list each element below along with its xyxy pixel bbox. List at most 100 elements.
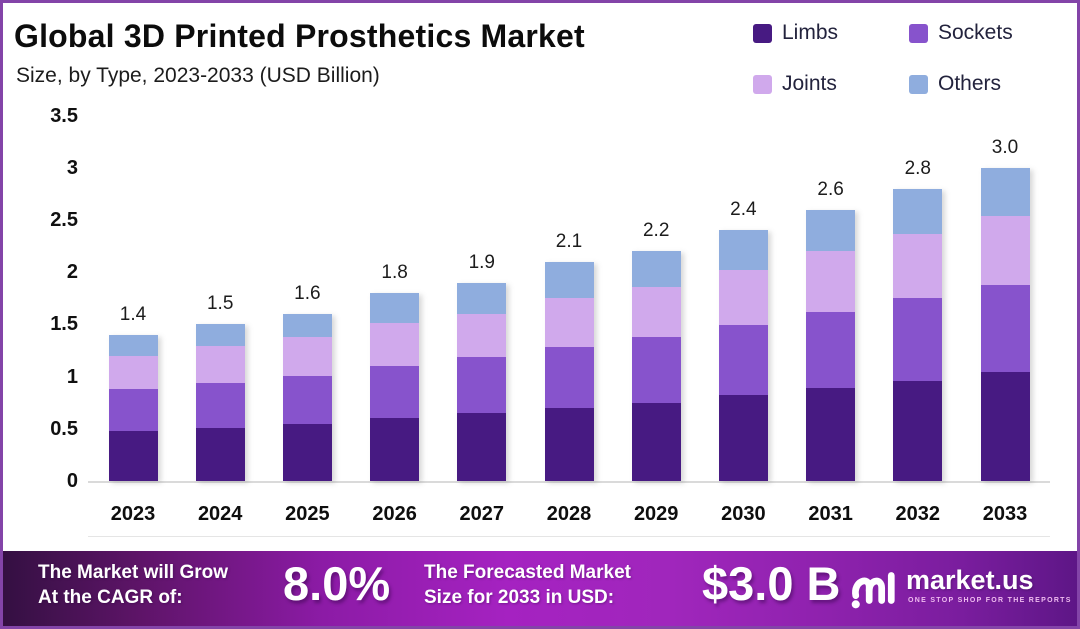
bar-segment-others — [806, 209, 856, 252]
x-axis-line — [88, 481, 1050, 483]
bar-total-label: 1.9 — [468, 251, 495, 273]
legend: Limbs Sockets Joints Others — [753, 21, 1013, 96]
y-axis-tick: 1 — [66, 365, 78, 388]
x-axis-label: 2023 — [110, 503, 156, 525]
bar-segment-sockets — [893, 298, 943, 381]
cagr-value: 8.0% — [283, 557, 391, 610]
legend-item-limbs: Limbs — [753, 21, 909, 45]
cagr-label-line2: At the CAGR of: — [38, 587, 183, 608]
legend-swatch-others — [909, 74, 928, 94]
bar-segment-sockets — [195, 382, 245, 428]
bar-total-label: 1.4 — [119, 303, 147, 325]
plot-bottom-divider — [88, 536, 1050, 537]
bar-segment-others — [108, 334, 158, 356]
bar-segment-limbs — [980, 372, 1030, 481]
legend-swatch-limbs — [753, 23, 772, 43]
x-axis-label: 2026 — [372, 503, 417, 525]
bar-segment-others — [370, 293, 420, 324]
bar-segment-others — [893, 188, 943, 234]
bar-2029 — [631, 251, 681, 481]
bar-segment-sockets — [980, 284, 1030, 373]
bar-segment-sockets — [544, 347, 594, 408]
forecast-label: The Forecasted Market Size for 2033 in U… — [424, 560, 631, 610]
chart-title: Global 3D Printed Prosthetics Market — [14, 18, 585, 54]
bar-2030 — [718, 230, 768, 481]
brand-tagline: ONE STOP SHOP FOR THE REPORTS — [908, 597, 1072, 604]
x-axis-label: 2032 — [895, 503, 941, 525]
bar-segment-limbs — [370, 418, 420, 481]
bar-segment-joints — [544, 298, 594, 348]
bar-segment-joints — [893, 233, 943, 299]
bar-segment-limbs — [457, 413, 507, 481]
bar-segment-limbs — [718, 395, 768, 481]
bar-segment-others — [195, 324, 245, 347]
bar-segment-limbs — [108, 430, 158, 481]
cagr-label-line1: The Market will Grow — [38, 562, 229, 583]
bar-segment-joints — [195, 346, 245, 383]
bar-segment-joints — [631, 286, 681, 337]
bar-segment-joints — [980, 215, 1030, 285]
bar-segment-limbs — [282, 423, 332, 481]
bar-total-label: 3.0 — [991, 136, 1019, 158]
chart-subtitle: Size, by Type, 2023-2033 (USD Billion) — [16, 64, 380, 87]
bar-segment-sockets — [457, 356, 507, 414]
bar-segment-sockets — [108, 389, 158, 431]
bar-segment-joints — [718, 270, 768, 326]
legend-swatch-sockets — [909, 23, 928, 43]
y-axis-tick: 0.5 — [50, 417, 78, 440]
footer-banner: The Market will Grow At the CAGR of: 8.0… — [0, 551, 1080, 626]
x-axis-label: 2033 — [982, 503, 1028, 525]
bar-2025 — [282, 313, 332, 481]
cagr-label: The Market will Grow At the CAGR of: — [38, 560, 228, 610]
y-axis-tick: 1.5 — [50, 313, 78, 336]
bar-2023 — [108, 334, 158, 481]
bar-segment-sockets — [718, 325, 768, 396]
bar-2027 — [457, 282, 507, 481]
y-axis-tick: 3.5 — [50, 104, 78, 127]
bar-total-label: 1.8 — [381, 262, 408, 284]
legend-swatch-joints — [753, 74, 772, 94]
bar-total-label: 2.8 — [904, 157, 931, 179]
y-axis-tick: 0 — [66, 470, 78, 492]
legend-label-sockets: Sockets — [938, 21, 1013, 44]
bar-segment-joints — [457, 313, 507, 357]
bar-segment-others — [718, 230, 768, 271]
bar-segment-limbs — [806, 388, 856, 481]
bar-segment-limbs — [631, 402, 681, 481]
x-axis-label: 2029 — [633, 503, 679, 525]
legend-item-joints: Joints — [753, 72, 909, 96]
bar-segment-others — [457, 282, 507, 314]
bar-segment-sockets — [806, 311, 856, 389]
bar-2026 — [370, 293, 420, 481]
bar-2028 — [544, 261, 594, 481]
legend-label-joints: Joints — [782, 72, 837, 95]
bar-segment-limbs — [544, 407, 594, 481]
legend-label-limbs: Limbs — [782, 21, 839, 44]
bar-total-label: 2.6 — [817, 178, 844, 200]
x-axis-label: 2031 — [808, 503, 853, 525]
x-axis-label: 2024 — [197, 503, 243, 525]
legend-item-sockets: Sockets — [909, 21, 1013, 45]
bar-segment-others — [980, 167, 1030, 216]
bar-segment-others — [631, 251, 681, 287]
bar-segment-joints — [806, 251, 856, 312]
forecast-label-line2: Size for 2033 in USD: — [424, 587, 615, 608]
x-axis-label: 2030 — [721, 503, 766, 525]
market-us-logo-icon — [851, 572, 895, 609]
y-axis-tick: 3 — [66, 156, 78, 179]
bar-segment-limbs — [195, 427, 245, 481]
bar-segment-joints — [282, 336, 332, 376]
bar-segment-sockets — [370, 366, 420, 419]
forecast-value: $3.0 B — [702, 557, 841, 610]
bar-segment-others — [544, 261, 594, 299]
y-axis-tick: 2 — [66, 261, 78, 284]
legend-item-others: Others — [909, 72, 1013, 96]
x-axis-label: 2025 — [285, 503, 330, 525]
bar-total-label: 1.5 — [206, 293, 234, 315]
bar-segment-sockets — [631, 336, 681, 403]
brand-name: market.us — [906, 565, 1034, 595]
bar-total-label: 1.6 — [294, 282, 321, 304]
bar-2024 — [195, 324, 245, 481]
x-axis-label: 2027 — [459, 503, 505, 525]
y-axis-tick: 2.5 — [50, 209, 78, 231]
